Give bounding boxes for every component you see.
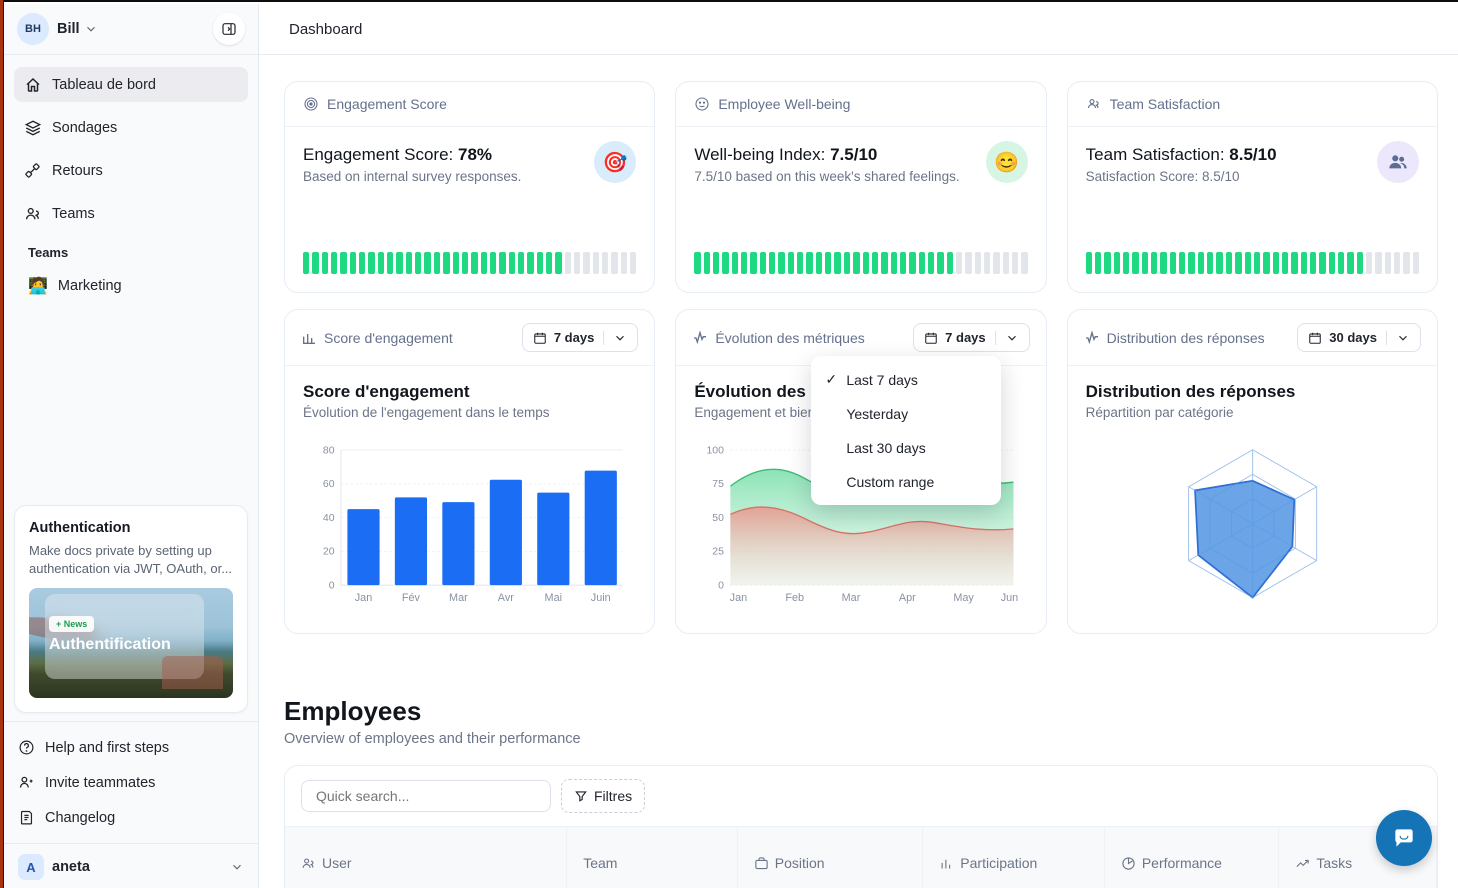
svg-text:May: May — [954, 592, 975, 604]
svg-text:50: 50 — [713, 513, 725, 524]
svg-text:Mar: Mar — [449, 592, 468, 604]
svg-text:40: 40 — [323, 513, 335, 524]
svg-text:80: 80 — [323, 445, 335, 456]
svg-text:0: 0 — [329, 580, 335, 591]
svg-text:100: 100 — [707, 445, 725, 456]
svg-text:20: 20 — [323, 547, 335, 558]
svg-text:Jun: Jun — [1001, 592, 1018, 604]
svg-text:0: 0 — [718, 580, 724, 591]
svg-text:Fév: Fév — [402, 592, 421, 604]
svg-text:Avr: Avr — [498, 592, 514, 604]
svg-text:25: 25 — [713, 547, 725, 558]
svg-text:Mai: Mai — [545, 592, 562, 604]
svg-text:Juin: Juin — [591, 592, 611, 604]
svg-text:60: 60 — [323, 479, 335, 490]
svg-text:Mar: Mar — [842, 592, 861, 604]
svg-text:75: 75 — [713, 479, 725, 490]
svg-text:Feb: Feb — [786, 592, 805, 604]
svg-text:Jan: Jan — [730, 592, 747, 604]
svg-text:Jan: Jan — [355, 592, 372, 604]
svg-text:Apr: Apr — [899, 592, 916, 604]
